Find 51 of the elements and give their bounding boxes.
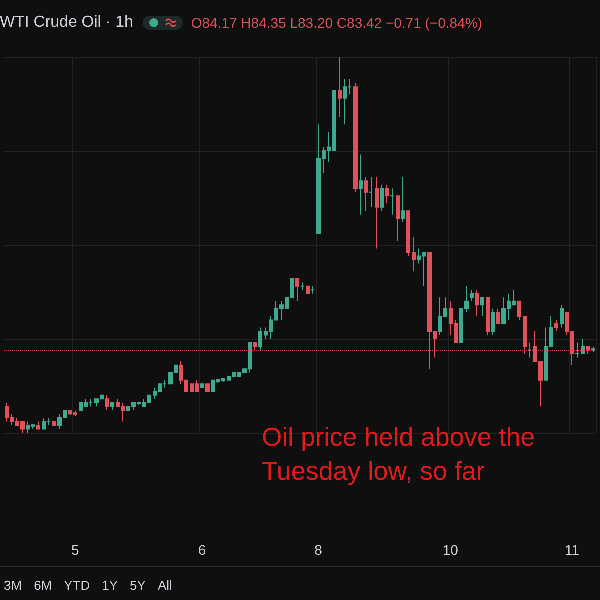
candlestick bbox=[338, 56, 342, 118]
candlestick bbox=[475, 290, 479, 317]
candlestick bbox=[554, 320, 558, 332]
candlestick bbox=[301, 282, 305, 291]
candlestick bbox=[470, 290, 474, 302]
text: All bbox=[158, 578, 172, 593]
candlestick bbox=[486, 297, 490, 336]
candlestick bbox=[311, 286, 315, 294]
text: 1Y bbox=[102, 578, 118, 593]
candlestick bbox=[253, 342, 257, 351]
candlestick bbox=[390, 188, 395, 216]
annotation: Oil price held above the Tuesday low, so far bbox=[262, 421, 536, 488]
candlestick bbox=[52, 421, 56, 426]
candlestick bbox=[380, 184, 384, 212]
candlestick bbox=[401, 176, 405, 223]
candlestick bbox=[523, 316, 527, 355]
x-tick-label: 8 bbox=[314, 542, 323, 558]
candlestick bbox=[396, 196, 400, 242]
candlestick bbox=[491, 308, 495, 336]
text: 5Y bbox=[130, 578, 146, 593]
chart-title: WTI Crude Oil · 1h bbox=[0, 14, 134, 32]
candlestick bbox=[586, 346, 590, 355]
candlestick bbox=[364, 176, 368, 212]
x-tick-label: 10 bbox=[442, 542, 459, 558]
candlestick bbox=[36, 421, 40, 430]
text: YTD bbox=[64, 578, 90, 593]
chart-subtitle: O84.17 H84.35 L83.20 C83.42 −0.71 (−0.84%) bbox=[191, 15, 482, 31]
candlestick bbox=[295, 278, 299, 302]
candlestick bbox=[200, 384, 204, 388]
candlestick bbox=[560, 304, 564, 328]
candlestick bbox=[406, 210, 410, 257]
x-tick-label: 6 bbox=[198, 542, 206, 558]
x-tick-label: 11 bbox=[564, 542, 580, 558]
candlestick bbox=[105, 394, 109, 411]
candlestick bbox=[258, 327, 262, 351]
candlestick bbox=[359, 154, 363, 216]
candlestick bbox=[412, 236, 416, 272]
candlestick bbox=[306, 286, 310, 294]
candlestick bbox=[353, 82, 358, 193]
candlestick bbox=[591, 346, 595, 353]
text: 3M bbox=[4, 578, 22, 593]
candlestick bbox=[375, 176, 379, 250]
candlestick bbox=[205, 384, 210, 392]
candlestick bbox=[110, 402, 114, 411]
candlestick bbox=[517, 300, 521, 321]
candlestick bbox=[369, 176, 373, 208]
candlestick bbox=[496, 308, 500, 324]
text: 6M bbox=[34, 578, 52, 593]
candlestick bbox=[480, 297, 484, 317]
x-tick-label: 5 bbox=[71, 542, 80, 558]
candlestick bbox=[385, 184, 389, 204]
